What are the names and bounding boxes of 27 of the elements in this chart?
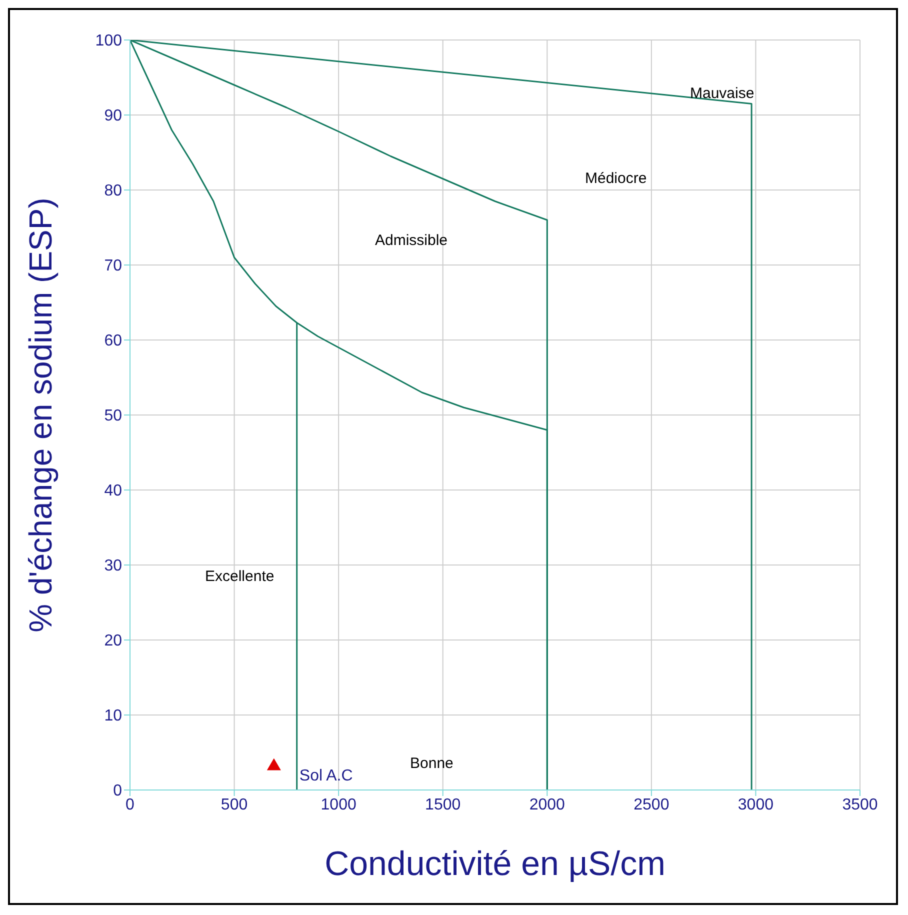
y-axis-title: % d'échange en sodium (ESP): [22, 198, 58, 632]
x-tick-label: 3500: [842, 796, 878, 814]
y-tick-label: 40: [104, 482, 122, 500]
x-tick-label: 2000: [529, 796, 566, 814]
x-tick-label: 1500: [425, 796, 461, 814]
series-label: Sol A.C: [299, 768, 353, 785]
y-tick-label: 70: [104, 258, 122, 275]
y-tick-label: 100: [95, 32, 122, 50]
y-tick-label: 80: [104, 182, 122, 200]
x-tick-label: 3000: [738, 796, 774, 814]
annotation: Mauvaise: [690, 85, 754, 102]
y-tick-label: 20: [104, 632, 122, 650]
y-tick-label: 60: [104, 332, 122, 350]
annotation: Bonne: [410, 755, 454, 772]
y-tick-label: 50: [104, 408, 122, 425]
annotation: Excellente: [205, 568, 274, 585]
annotation: Médiocre: [585, 170, 647, 187]
x-tick-label: 500: [220, 796, 248, 814]
x-tick-label: 0: [126, 796, 135, 814]
annotation: Admissible: [375, 232, 448, 249]
x-axis-title: Conductivité en µS/cm: [324, 845, 666, 883]
x-tick-label: 1000: [320, 796, 356, 814]
y-tick-label: 90: [104, 108, 122, 125]
x-tick-label: 2500: [634, 796, 670, 814]
y-tick-label: 10: [104, 708, 122, 725]
y-tick-label: 30: [104, 558, 122, 575]
y-tick-label: 0: [113, 782, 122, 800]
